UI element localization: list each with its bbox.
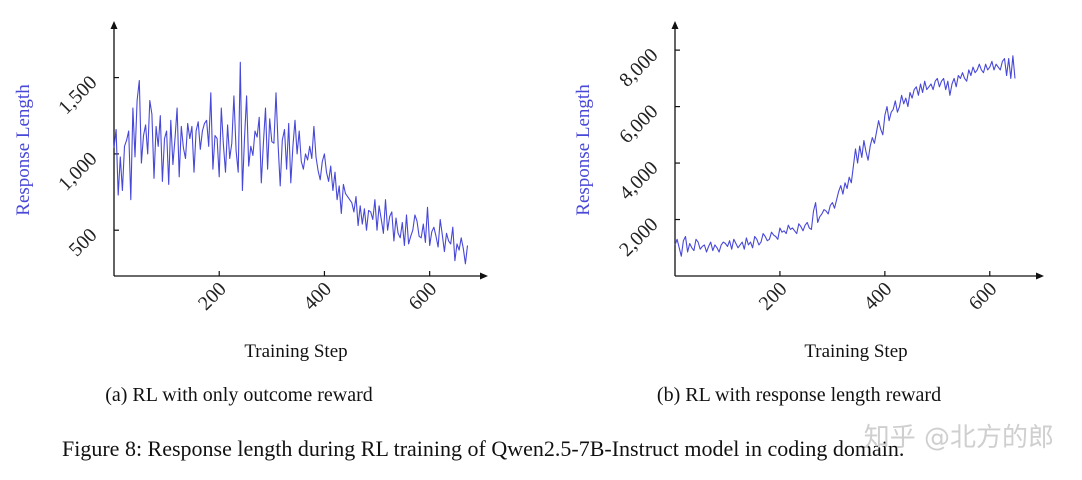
watermark-text: 知乎 @北方的郎 [864, 423, 1054, 453]
chart-a-x-axis-arrow [480, 272, 488, 280]
chart-a-y-axis-label: Response Length [13, 84, 34, 216]
chart-a-x-axis-label: Training Step [244, 341, 347, 362]
chart-a-series-line [113, 61, 469, 265]
chart-a-x-tick-label: 600 [404, 278, 441, 315]
chart-a-x-tick-label: 400 [299, 278, 336, 315]
chart-b-y-axis-label: Response Length [573, 84, 594, 216]
chart-b-y-tick-label: 4,000 [615, 157, 662, 204]
chart-b-x-tick-label: 600 [965, 278, 1002, 315]
chart-a-y-axis-arrow [110, 21, 118, 29]
chart-b-y-axis-arrow [671, 21, 679, 29]
chart-b-x-tick-label: 200 [755, 278, 792, 315]
chart-b-x-axis-arrow [1036, 272, 1044, 280]
chart-a-y-tick-label: 1,500 [54, 72, 101, 119]
chart-b-y-tick-label: 8,000 [615, 44, 662, 91]
chart-a-caption: (a) RL with only outcome reward [105, 384, 373, 406]
chart-b-caption: (b) RL with response length reward [657, 384, 941, 406]
chart-b-y-tick-label: 6,000 [615, 101, 662, 148]
figure-caption: Figure 8: Response length during RL trai… [62, 436, 904, 461]
chart-a-x-tick-label: 200 [194, 278, 231, 315]
chart-a-y-tick-label: 1,000 [54, 148, 101, 195]
chart-b-x-tick-label: 400 [860, 278, 897, 315]
chart-a-y-tick-label: 500 [65, 224, 102, 261]
chart-b: 200 400 600 2,000 4,000 6,000 8,000 Response … [573, 21, 1044, 406]
chart-b-series-line [674, 55, 1016, 257]
chart-b-y-tick-label: 2,000 [615, 214, 662, 261]
chart-b-x-axis-label: Training Step [804, 341, 907, 362]
